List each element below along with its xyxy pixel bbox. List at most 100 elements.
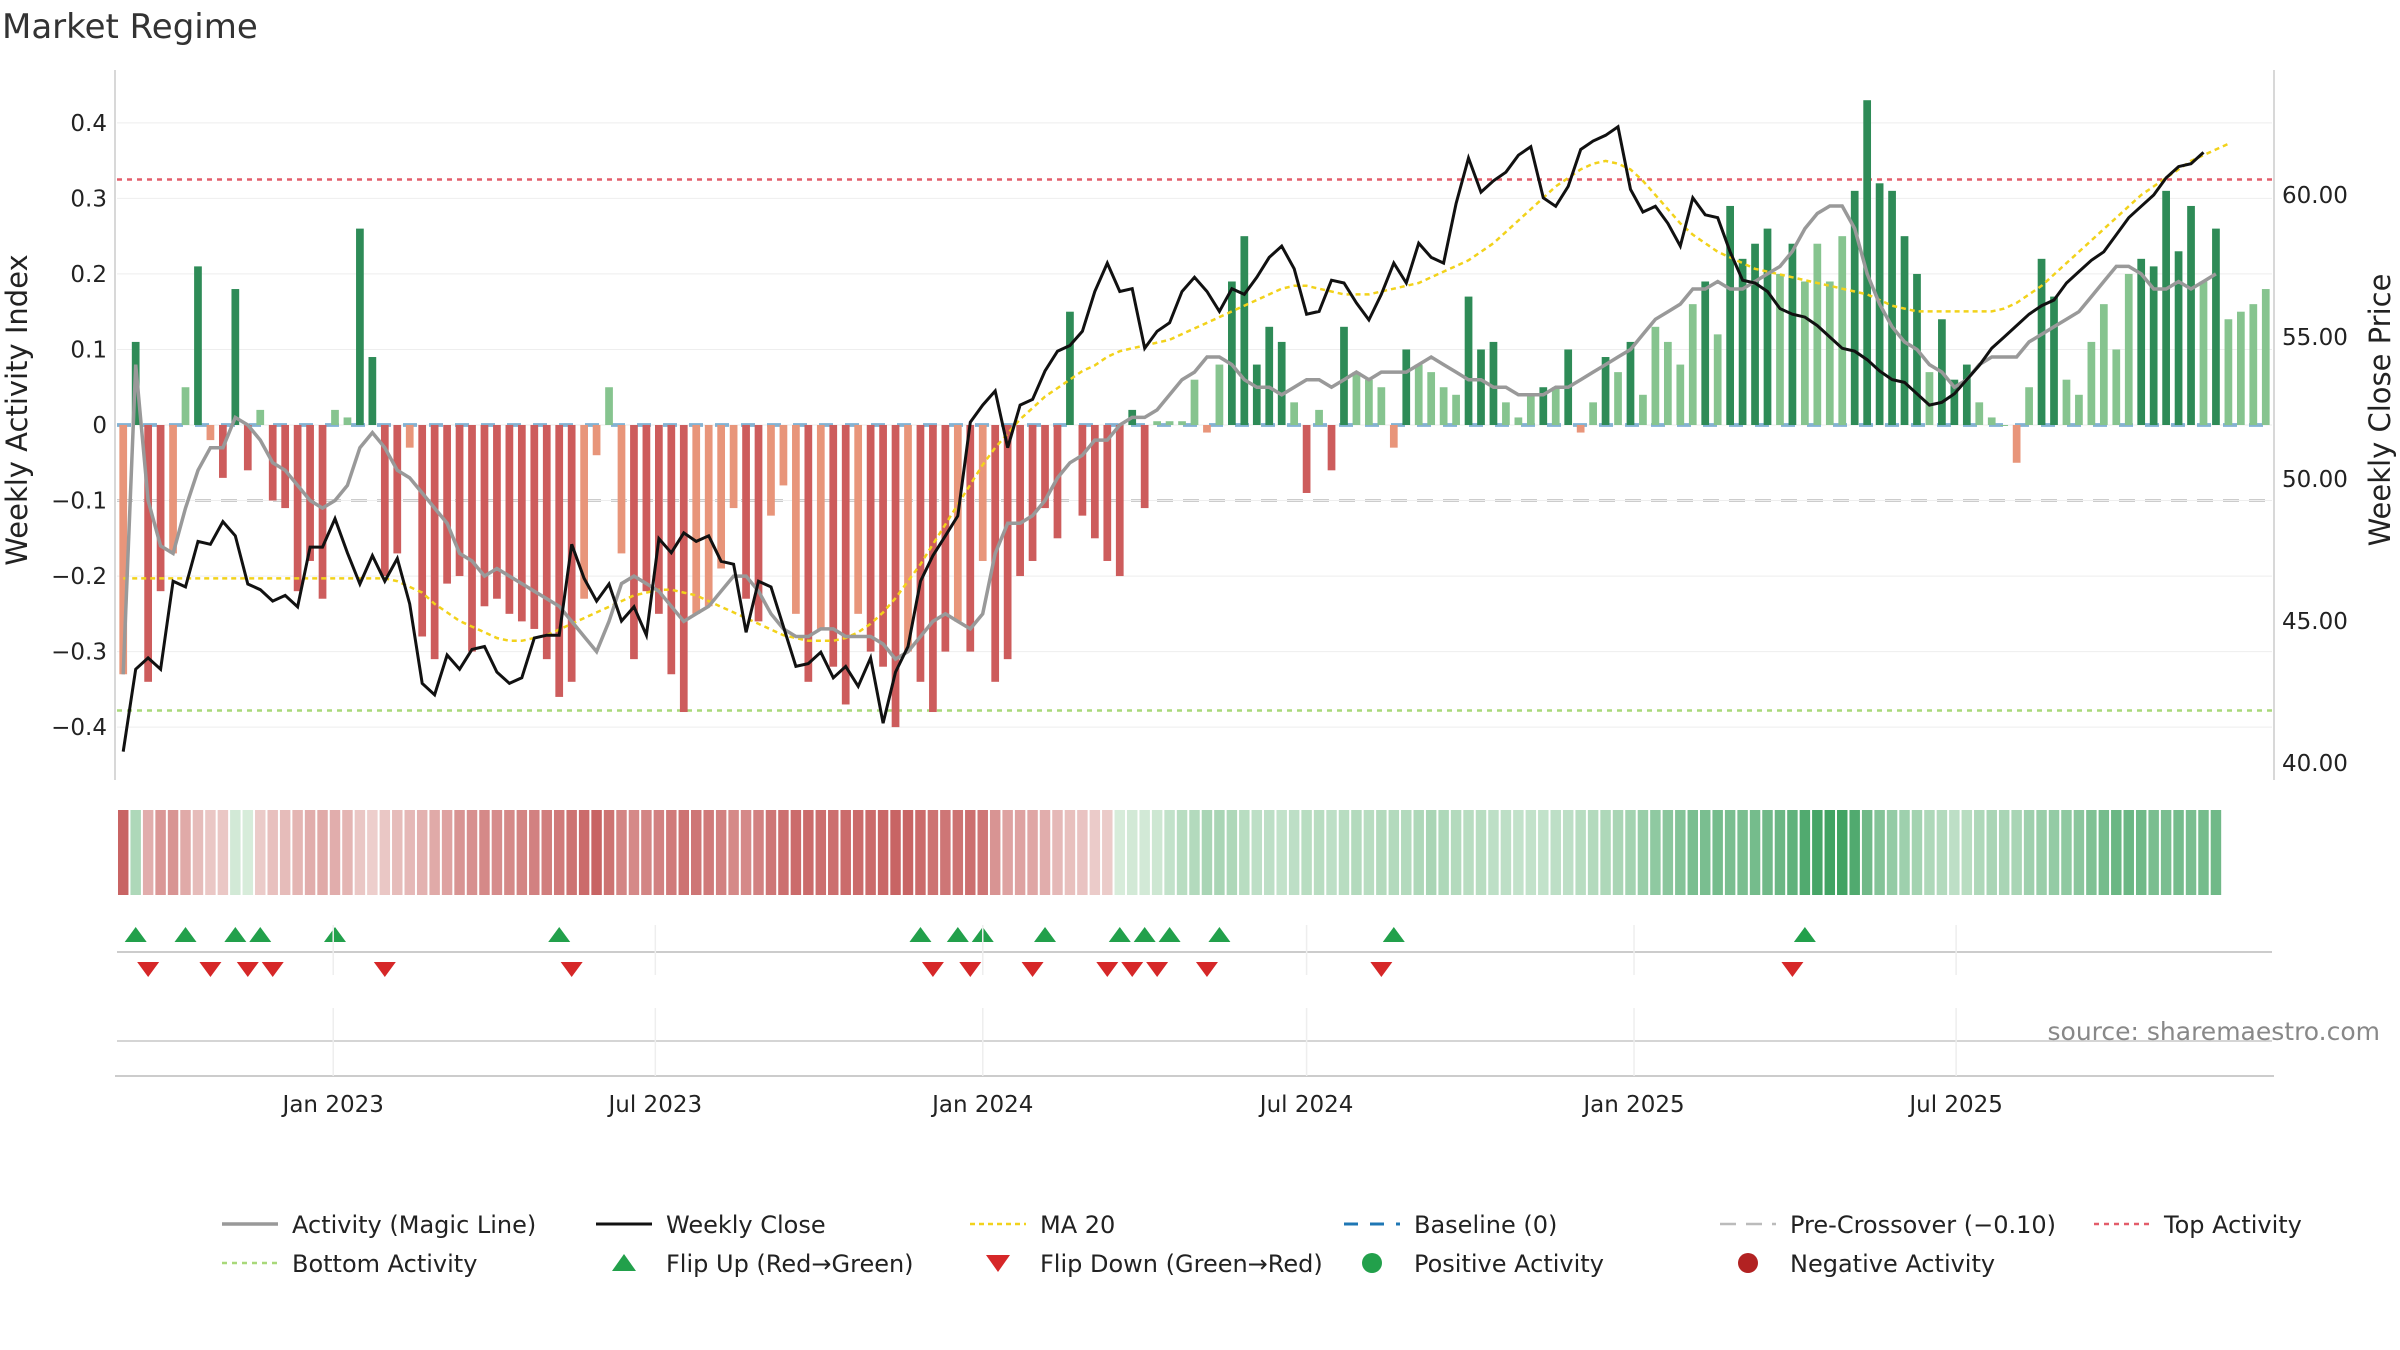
heat-cell (117, 810, 129, 895)
activity-bar (592, 425, 601, 456)
flip-up-marker (1158, 927, 1181, 942)
heat-cell (666, 810, 677, 895)
heat-cell (2036, 810, 2047, 895)
heat-cell (1538, 810, 1549, 895)
x-tick-label: Jul 2024 (1258, 1092, 1354, 1118)
heat-cell (1787, 810, 1798, 895)
activity-bar (1178, 421, 1186, 425)
x-tick-label: Jan 2024 (930, 1092, 1033, 1118)
activity-bar (2037, 258, 2046, 425)
legend-label: Flip Up (Red→Green) (666, 1250, 914, 1278)
activity-bar (1028, 425, 1037, 561)
heat-cell (1974, 810, 1985, 895)
heat-cell (1600, 810, 1611, 895)
activity-bar (293, 425, 302, 592)
activity-bar (704, 425, 713, 607)
activity-bar (405, 425, 414, 448)
activity-bar (1788, 243, 1797, 425)
heat-cell (1874, 810, 1885, 895)
activity-bar (804, 425, 813, 682)
activity-bar (1265, 326, 1274, 425)
heat-cell (2185, 810, 2197, 895)
activity-bar (879, 425, 887, 667)
heat-cell (1039, 810, 1051, 895)
activity-bar (1327, 425, 1336, 471)
activity-bar (655, 425, 663, 614)
heat-cell (1338, 810, 1350, 895)
activity-bar (1713, 334, 1722, 425)
right-tick-label: 50.00 (2282, 467, 2348, 493)
heat-cell (691, 810, 702, 895)
heat-cell (877, 810, 889, 895)
activity-bar (1801, 281, 1809, 425)
series-lines (121, 124, 2229, 752)
activity-bar (343, 417, 352, 425)
flip-down-marker (1781, 962, 1804, 977)
activity-bar (1078, 425, 1087, 516)
heat-cell (852, 810, 864, 895)
flip-up-marker (1793, 927, 1816, 942)
activity-bar (692, 425, 701, 614)
heat-cell (504, 810, 515, 895)
heat-cell (1961, 810, 1973, 895)
flip-down-marker (1121, 962, 1144, 977)
activity-bar (1888, 190, 1896, 425)
heat-cell (1488, 810, 1499, 895)
legend-label: Flip Down (Green→Red) (1040, 1250, 1323, 1278)
activity-bar (119, 425, 128, 675)
heat-cell (217, 810, 229, 895)
heat-cell (1525, 810, 1537, 895)
flip-up-marker (174, 927, 197, 942)
activity-bar (1315, 409, 1323, 425)
activity-bar (1987, 417, 1996, 425)
heat-cell (778, 810, 789, 895)
flip-up-marker (323, 927, 346, 942)
flip-down-marker (261, 962, 284, 977)
flip-up-marker (249, 927, 272, 942)
heat-cell (1899, 810, 1910, 895)
flip-down-marker (236, 962, 259, 977)
activity-bar (181, 387, 190, 425)
activity-bar (1153, 421, 1161, 425)
activity-bar (1066, 311, 1074, 425)
activity-bar (1688, 304, 1697, 425)
heat-cell (1849, 810, 1860, 895)
heat-cell (1077, 810, 1088, 895)
activity-bar (1003, 425, 1012, 660)
activity-bar (2187, 205, 2195, 425)
heat-cell (329, 810, 341, 895)
heat-cell (865, 810, 876, 895)
axes: 0.4 0.3 0.2 0.1 0 −0.1 −0.2 −0.3 −0.4 60.00 55.00 5… (0, 70, 2397, 780)
activity-bar (679, 425, 688, 713)
right-tick-label: 45.00 (2282, 609, 2348, 635)
heat-cell (2135, 810, 2147, 895)
heat-cell (1837, 810, 1848, 895)
heat-cell (1500, 810, 1512, 895)
heat-cell (977, 810, 988, 895)
activity-bar (1614, 372, 1622, 425)
activity-bar (1763, 228, 1772, 425)
activity-bar (1302, 425, 1311, 493)
heat-cell (392, 810, 403, 895)
heat-cell (815, 810, 827, 895)
heat-cell (790, 810, 802, 895)
legend-item-bottom: Bottom Activity (222, 1250, 477, 1278)
heat-cell (1687, 810, 1698, 895)
flip-up-marker (1382, 927, 1405, 942)
heat-cell (516, 810, 528, 895)
heat-cell (1301, 810, 1312, 895)
heat-cell (1450, 810, 1462, 895)
activity-bar (1389, 425, 1398, 448)
activity-bar (1776, 273, 1784, 425)
heat-cell (1650, 810, 1661, 895)
heat-cell (1911, 810, 1923, 895)
heat-cell (205, 810, 216, 895)
heat-cell (192, 810, 204, 895)
heat-cell (167, 810, 179, 895)
heat-cell (2148, 810, 2159, 895)
activity-bar (792, 425, 800, 614)
heat-cell (1002, 810, 1013, 895)
heat-cell (2098, 810, 2110, 895)
heat-cell (915, 810, 926, 895)
